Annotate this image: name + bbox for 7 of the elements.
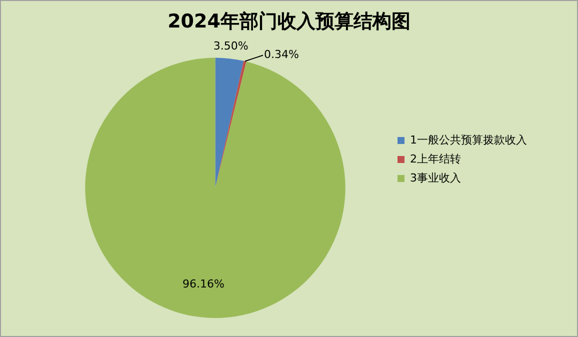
legend-label: 2上年结转 [410, 152, 461, 166]
chart-title: 2024年部门收入预算结构图 [168, 10, 410, 32]
data-label: 96.16% [182, 278, 224, 291]
legend-label: 3事业收入 [410, 171, 461, 184]
data-label: 0.34% [264, 48, 299, 62]
legend-label: 1一般公共预算拨款收入 [410, 133, 527, 146]
data-label: 3.50% [213, 40, 248, 53]
